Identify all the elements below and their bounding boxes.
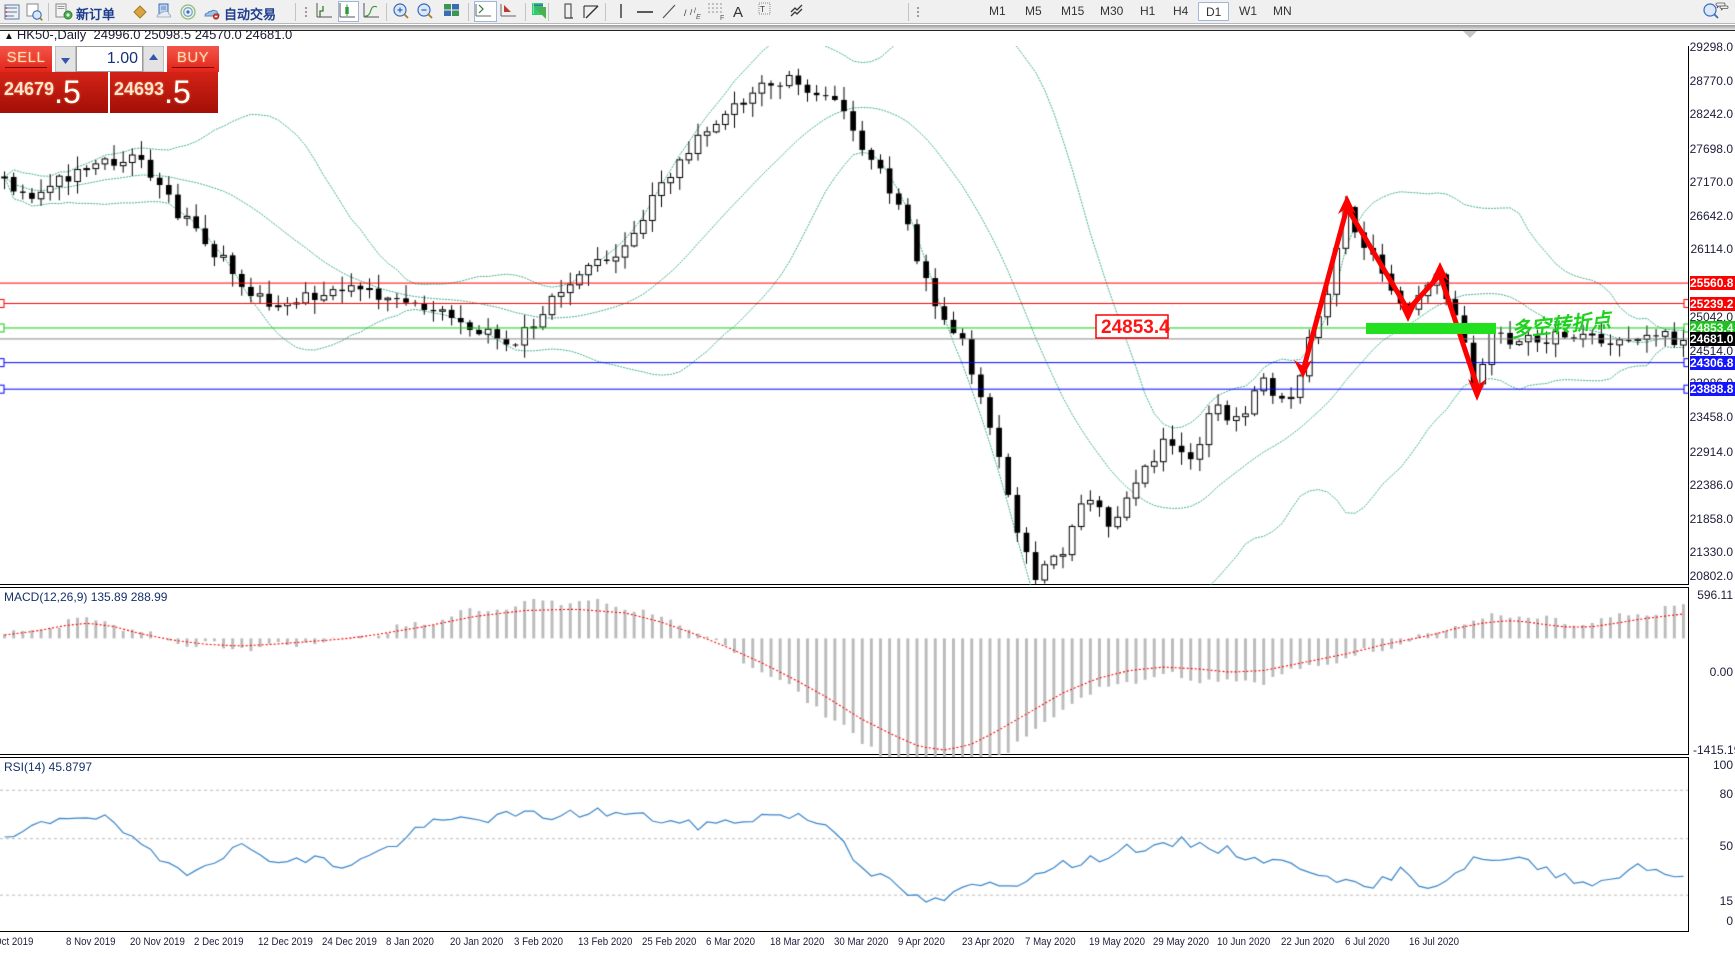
svg-text:T: T <box>760 5 765 14</box>
svg-text:E: E <box>696 14 701 21</box>
svg-text:多空转折点: 多空转折点 <box>1510 308 1615 342</box>
svg-text:24853.4: 24853.4 <box>1101 317 1170 338</box>
svg-text:/: / <box>690 8 693 17</box>
svg-text:F: F <box>720 15 724 22</box>
svg-text:/: / <box>684 8 687 18</box>
